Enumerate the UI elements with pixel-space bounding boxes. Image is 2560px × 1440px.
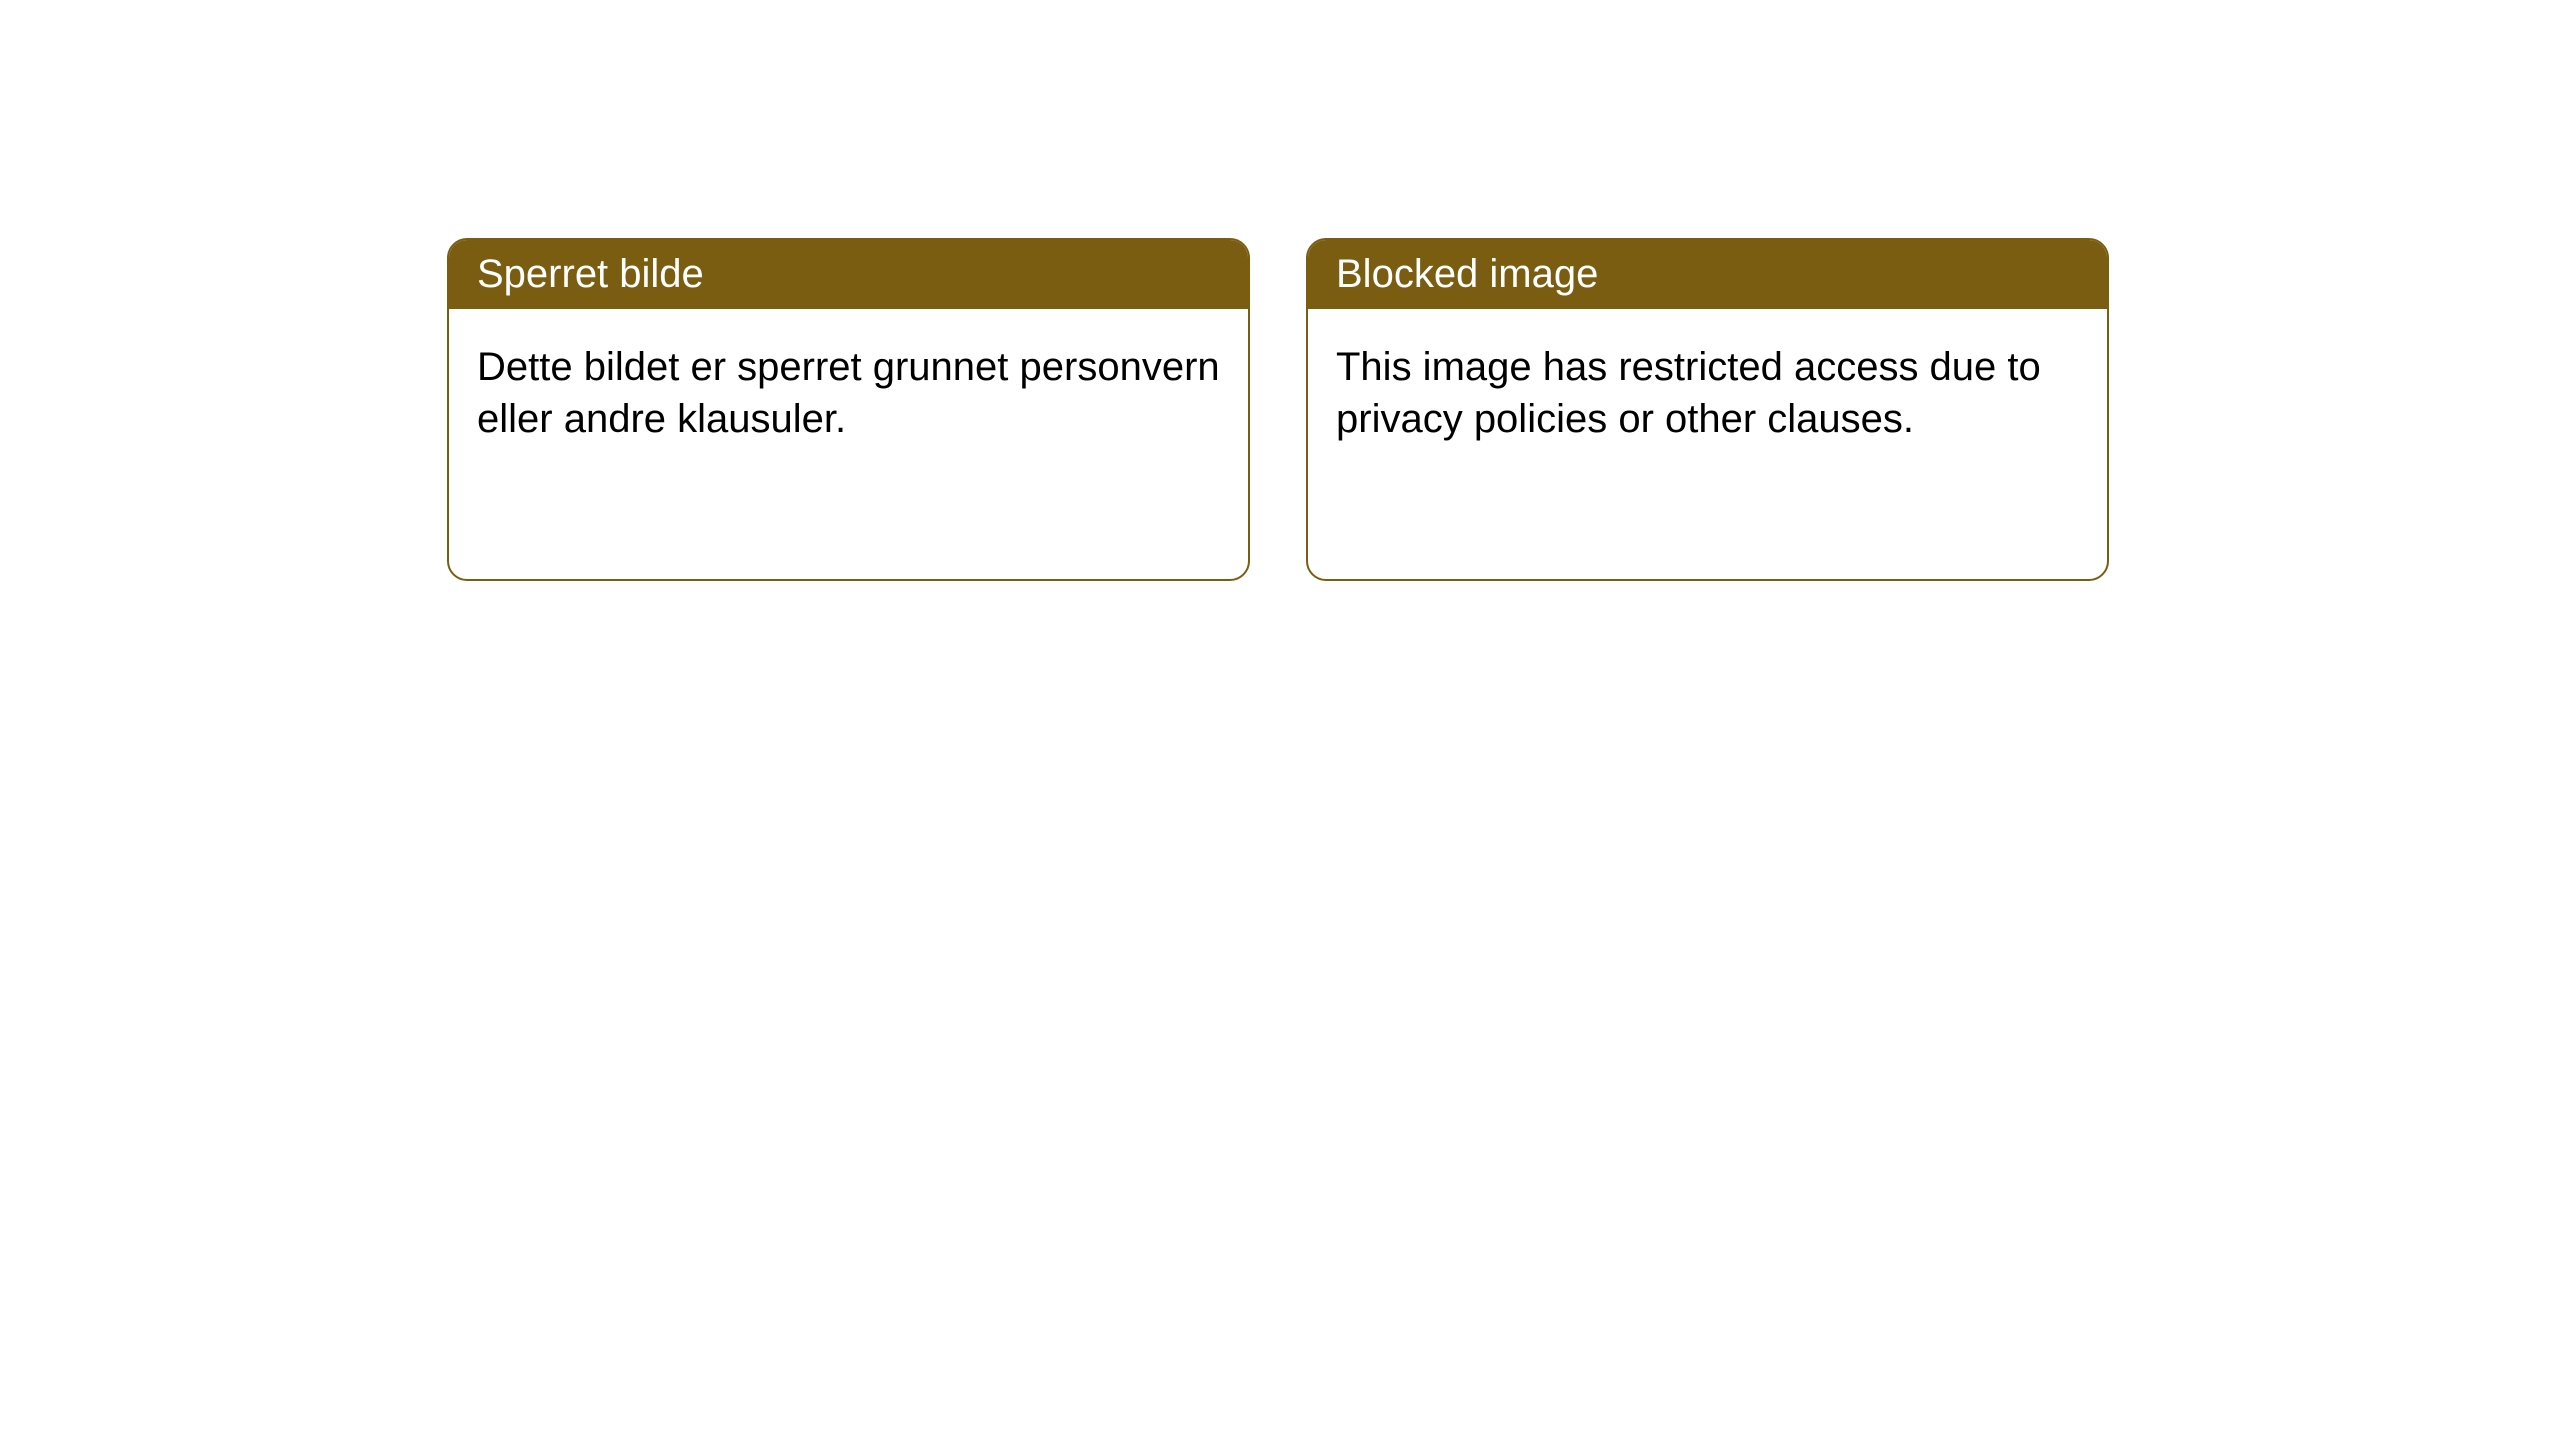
notice-container: Sperret bilde Dette bildet er sperret gr…	[447, 238, 2109, 581]
card-body: This image has restricted access due to …	[1308, 309, 2107, 579]
card-body-text: This image has restricted access due to …	[1336, 345, 2041, 441]
card-body-text: Dette bildet er sperret grunnet personve…	[477, 345, 1220, 441]
notice-card-norwegian: Sperret bilde Dette bildet er sperret gr…	[447, 238, 1250, 581]
card-header: Sperret bilde	[449, 240, 1248, 309]
card-body: Dette bildet er sperret grunnet personve…	[449, 309, 1248, 579]
card-title: Blocked image	[1336, 252, 1598, 296]
notice-card-english: Blocked image This image has restricted …	[1306, 238, 2109, 581]
card-header: Blocked image	[1308, 240, 2107, 309]
card-title: Sperret bilde	[477, 252, 704, 296]
